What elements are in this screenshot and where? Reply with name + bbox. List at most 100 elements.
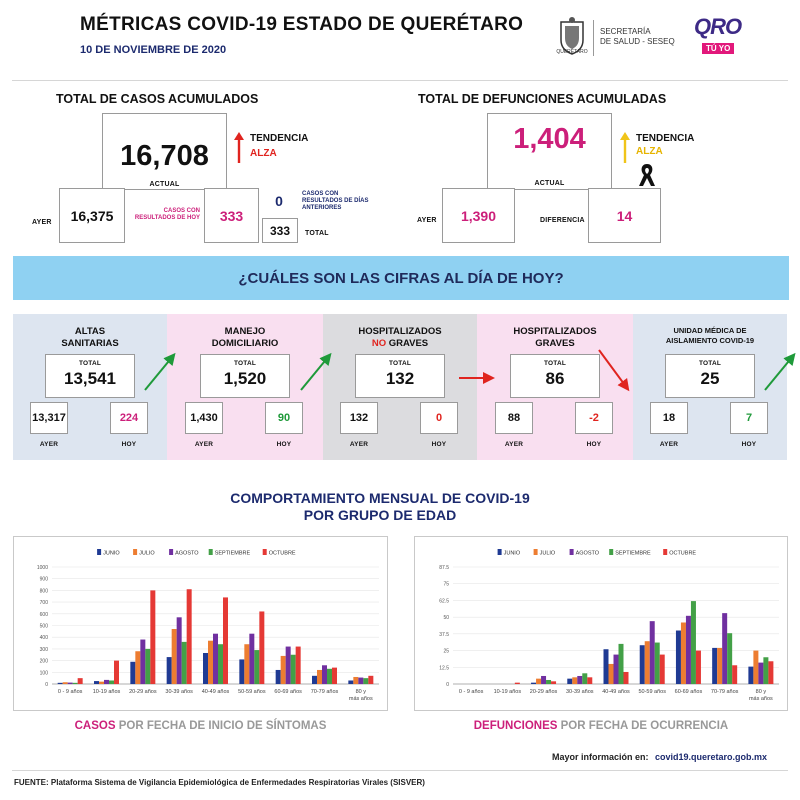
defunciones-actual-label: ACTUAL [534, 180, 565, 187]
panel-title-line: MANEJO [224, 326, 266, 337]
legend-swatch [609, 549, 614, 555]
bar [748, 666, 754, 684]
bar [722, 613, 728, 684]
x-tick-label: 80 y [756, 689, 767, 695]
panel-ayer-label: AYER [349, 441, 369, 448]
y-tick-label: 200 [40, 659, 49, 665]
page-title: MÉTRICAS COVID-19 ESTADO DE QUERÉTARO [80, 14, 524, 35]
footer-rule [12, 770, 788, 771]
bar [603, 649, 609, 684]
cifras-banner-text: ¿CUÁLES SON LAS CIFRAS AL DÍA DE HOY? [238, 269, 564, 287]
bar [353, 676, 359, 684]
bar [732, 665, 738, 684]
bar [67, 682, 73, 684]
legend-swatch [133, 549, 138, 555]
y-tick-label: 37.5 [439, 632, 449, 638]
y-tick-label: 1000 [37, 565, 48, 571]
bar [368, 675, 374, 684]
x-tick-label: 20-29 años [530, 689, 558, 695]
bar [567, 678, 573, 684]
panel-total-box [45, 354, 135, 398]
casos-caption-highlight: CASOS [74, 720, 116, 732]
header-divider [593, 20, 594, 56]
bar [244, 644, 250, 684]
bar [618, 643, 624, 684]
panel-total-value: 13,541 [64, 369, 116, 388]
cifras-banner: ¿CUÁLES SON LAS CIFRAS AL DÍA DE HOY? [13, 256, 789, 300]
y-tick-label: 0 [446, 682, 449, 688]
casos-total-label: TOTAL [305, 230, 329, 237]
defunciones-tendencia-value: ALZA [636, 146, 663, 157]
bar [77, 678, 83, 684]
casos-actual-box [102, 113, 227, 190]
bar [57, 682, 63, 684]
panel-title-line: UNIDAD MÉDICA DE [673, 326, 747, 335]
panel-hoy-label: HOY [586, 441, 602, 448]
footer-source: FUENTE: Plataforma Sistema de Vigilancia… [14, 778, 425, 787]
panel-hosp-graves: HOSPITALIZADOS GRAVES [477, 314, 633, 460]
section-title-line1: COMPORTAMIENTO MENSUAL DE COVID-19 [230, 490, 530, 506]
more-info: Mayor información en: covid19.queretaro.… [552, 752, 767, 762]
header-rule [12, 80, 788, 81]
defunciones-actual-value: 1,404 [513, 123, 586, 155]
bar [717, 647, 723, 684]
bar [358, 677, 364, 684]
bar [135, 651, 141, 684]
bar [295, 646, 301, 684]
panel-hoy-box: 7 [730, 402, 768, 434]
y-tick-label: 50 [443, 615, 449, 621]
defunciones-title: TOTAL DE DEFUNCIONES ACUMULADAS [418, 92, 667, 106]
y-tick-label: 600 [40, 612, 49, 618]
bar [104, 679, 109, 684]
panel-title-line: SANITARIAS [61, 338, 119, 349]
y-tick-label: 500 [40, 624, 49, 630]
no-highlight: NO [371, 338, 387, 349]
panel-total-label: TOTAL [388, 360, 412, 367]
legend-swatch [169, 549, 174, 555]
bar [145, 648, 151, 684]
panel-hoy-box: 224 [110, 402, 148, 434]
defunciones-bar-chart: JUNIO JULIO AGOSTO SEPTIEMBRE OCTUBRE 0 12.5 25… [439, 549, 779, 702]
bar [171, 629, 177, 684]
bar [727, 633, 733, 684]
defunciones-diferencia-box: 14 [588, 188, 661, 243]
legend-swatch [533, 549, 538, 555]
bar [166, 657, 172, 684]
x-tick-label: 0 - 9 años [58, 689, 83, 695]
x-tick-label: 10-19 años [93, 689, 121, 695]
casos-actual-value: 16,708 [120, 140, 209, 172]
panel-ayer-label: AYER [659, 441, 679, 448]
panel-total-label: TOTAL [233, 360, 257, 367]
casos-chart: JUNIO JULIO AGOSTO SEPTIEMBRE OCTUBRE 0 100 200… [13, 536, 388, 711]
defunciones-ayer-value: 1,390 [460, 207, 497, 224]
bar [114, 660, 119, 684]
defunciones-caption-highlight: DEFUNCIONES [473, 720, 558, 732]
bar [514, 682, 520, 684]
panel-title-line: HOSPITALIZADOS [358, 326, 442, 337]
casos-hoy-value: 333 [219, 207, 244, 224]
bar [176, 617, 182, 684]
panel-total-label: TOTAL [543, 360, 567, 367]
panel-ayer-box: 132 [340, 402, 378, 434]
bar [223, 597, 228, 684]
y-tick-label: 800 [40, 588, 49, 594]
arrow-up-icon [232, 130, 246, 164]
y-tick-label: 12.5 [439, 665, 449, 671]
legend-label: JUNIO [504, 551, 521, 557]
x-tick-label: 30-39 años [165, 689, 193, 695]
panel-title-line: NO GRAVES [371, 338, 429, 349]
legend-swatch [208, 549, 213, 555]
trend-up-arrow-icon [764, 352, 796, 391]
bar [649, 621, 655, 684]
casos-anteriores-caption: CASOS CON RESULTADOS DE DÍAS ANTERIORES [302, 191, 369, 211]
panel-total-label: TOTAL [698, 360, 722, 367]
panel-total-value: 25 [700, 369, 720, 388]
x-tick-label: 40-49 años [602, 689, 630, 695]
more-info-link[interactable]: covid19.queretaro.gob.mx [655, 752, 768, 762]
bar [312, 675, 317, 684]
bar [332, 667, 337, 684]
legend-label: JUNIO [103, 551, 120, 557]
x-tick-label: 40-49 años [202, 689, 230, 695]
qro-logo: QRO TÚ YO [694, 16, 766, 56]
panel-title-line: AISLAMIENTO COVID-19 [665, 336, 755, 345]
